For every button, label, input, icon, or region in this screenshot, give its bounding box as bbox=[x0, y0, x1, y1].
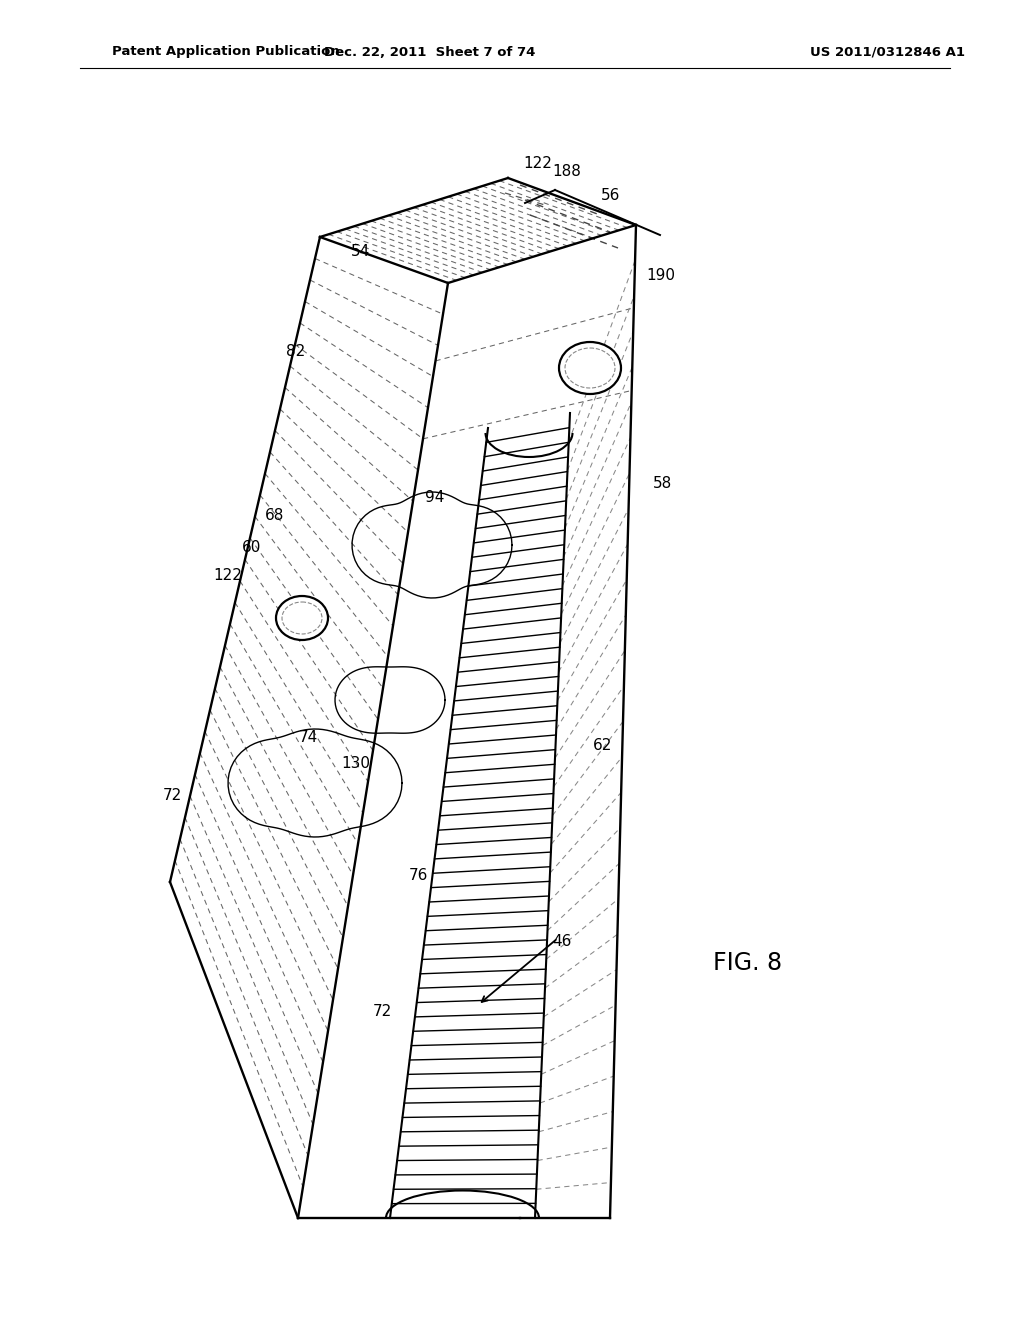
Text: 68: 68 bbox=[265, 507, 285, 523]
Text: 72: 72 bbox=[163, 788, 181, 803]
Text: 188: 188 bbox=[553, 164, 582, 178]
Text: 76: 76 bbox=[409, 867, 428, 883]
Text: 94: 94 bbox=[425, 491, 444, 506]
Text: 130: 130 bbox=[341, 755, 371, 771]
Text: 58: 58 bbox=[653, 475, 673, 491]
Text: 82: 82 bbox=[287, 345, 305, 359]
Text: Patent Application Publication: Patent Application Publication bbox=[112, 45, 340, 58]
Text: 190: 190 bbox=[646, 268, 676, 282]
Text: 46: 46 bbox=[552, 935, 571, 949]
Ellipse shape bbox=[276, 597, 328, 640]
Text: 54: 54 bbox=[350, 244, 370, 260]
Text: 60: 60 bbox=[243, 540, 262, 556]
Text: 62: 62 bbox=[593, 738, 612, 752]
Text: 72: 72 bbox=[373, 1005, 391, 1019]
Text: Dec. 22, 2011  Sheet 7 of 74: Dec. 22, 2011 Sheet 7 of 74 bbox=[325, 45, 536, 58]
Text: 122: 122 bbox=[523, 156, 552, 170]
Text: 74: 74 bbox=[298, 730, 317, 746]
Text: 56: 56 bbox=[601, 189, 621, 203]
Ellipse shape bbox=[559, 342, 621, 393]
Text: FIG. 8: FIG. 8 bbox=[714, 950, 782, 975]
Text: 122: 122 bbox=[214, 568, 243, 582]
Text: US 2011/0312846 A1: US 2011/0312846 A1 bbox=[811, 45, 966, 58]
